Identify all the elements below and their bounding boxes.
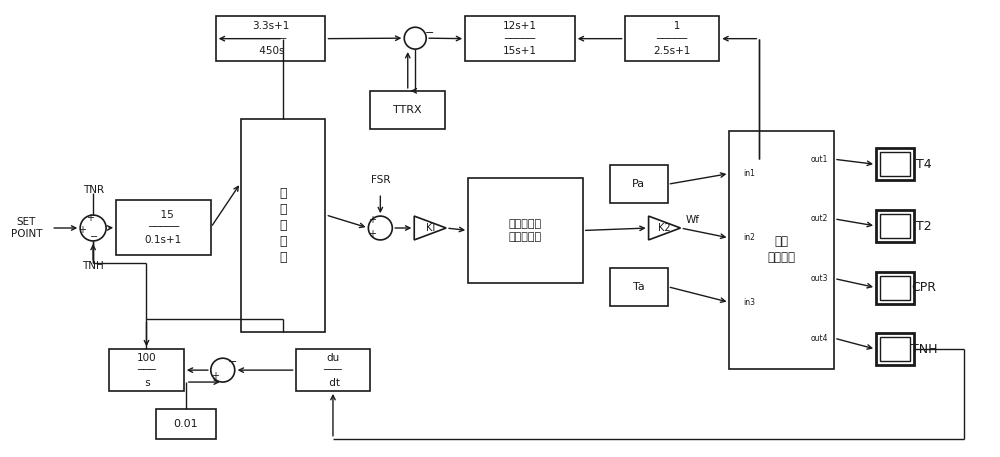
Text: out4: out4 — [811, 334, 828, 343]
Bar — [156, 409, 216, 439]
Text: 燃料伺服系
统数学模型: 燃料伺服系 统数学模型 — [509, 219, 542, 242]
Text: SET
POINT: SET POINT — [11, 217, 42, 239]
Text: in1: in1 — [743, 169, 755, 178]
Bar — [880, 153, 910, 176]
Text: +: + — [368, 229, 376, 239]
Bar — [370, 91, 445, 128]
Text: −: − — [90, 232, 98, 242]
Bar — [296, 349, 370, 391]
Text: du
───
 dt: du ─── dt — [324, 353, 342, 388]
Text: 12s+1
─────
15s+1: 12s+1 ───── 15s+1 — [503, 21, 537, 56]
Bar — [876, 149, 914, 181]
Text: 3.3s+1
─────
 450s: 3.3s+1 ───── 450s — [252, 21, 289, 56]
Text: T2: T2 — [916, 219, 932, 233]
Text: TNH: TNH — [911, 343, 937, 356]
Text: FSR: FSR — [371, 175, 390, 185]
Bar — [880, 337, 910, 361]
Text: T4: T4 — [916, 158, 932, 171]
Text: +: + — [211, 371, 219, 381]
Bar — [116, 200, 211, 255]
Text: out1: out1 — [811, 155, 828, 164]
Text: TTRX: TTRX — [393, 105, 422, 115]
Text: in3: in3 — [743, 298, 755, 307]
Bar — [241, 119, 325, 332]
Text: +: + — [78, 225, 86, 235]
Text: Pa: Pa — [632, 179, 645, 189]
Text: K2: K2 — [658, 223, 671, 233]
Bar — [109, 349, 184, 391]
Text: 100
───
 s: 100 ─── s — [137, 353, 156, 388]
Text: 最
小
门
选
择: 最 小 门 选 择 — [279, 187, 287, 264]
Bar — [216, 16, 325, 61]
Text: out2: out2 — [811, 214, 828, 223]
Text: 0.01: 0.01 — [174, 419, 198, 429]
Text: in2: in2 — [743, 234, 755, 243]
Text: +: + — [86, 213, 94, 223]
Text: CPR: CPR — [911, 281, 936, 294]
Text: TNH: TNH — [82, 261, 104, 271]
Text: 1
─────
2.5s+1: 1 ───── 2.5s+1 — [653, 21, 691, 56]
Text: KI: KI — [426, 223, 435, 233]
Bar — [880, 214, 910, 238]
Text: out3: out3 — [811, 274, 828, 283]
Bar — [625, 16, 719, 61]
Bar — [876, 333, 914, 365]
Text: Ta: Ta — [633, 282, 644, 292]
Bar — [468, 178, 583, 283]
Bar — [465, 16, 575, 61]
Bar — [876, 210, 914, 242]
Text: 燃机
静态模型: 燃机 静态模型 — [768, 235, 796, 264]
Text: TNR: TNR — [83, 185, 104, 195]
Text: Wf: Wf — [685, 215, 699, 225]
Bar — [610, 268, 668, 306]
Bar — [729, 131, 834, 369]
Text: +: + — [368, 215, 376, 225]
Bar — [610, 165, 668, 203]
Text: −: − — [425, 28, 434, 38]
Text: 15
─────
0.1s+1: 15 ───── 0.1s+1 — [145, 210, 182, 245]
Bar — [876, 272, 914, 303]
Bar — [880, 276, 910, 300]
Text: −: − — [228, 357, 237, 367]
